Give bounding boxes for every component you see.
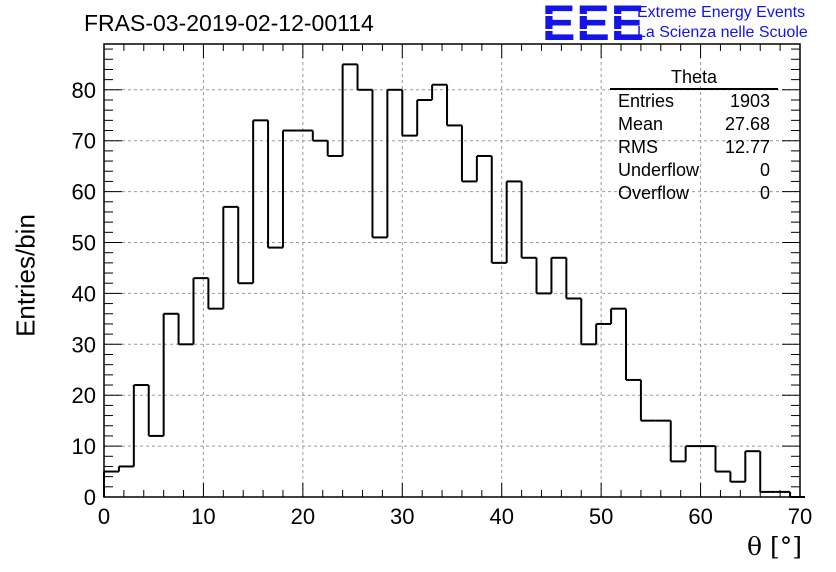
stats-value: 27.68 bbox=[724, 114, 770, 134]
histogram-bin bbox=[714, 446, 731, 473]
stats-value: 0 bbox=[759, 160, 770, 180]
x-tick-label: 20 bbox=[291, 504, 315, 529]
histogram-bin bbox=[535, 257, 552, 295]
histogram-bin bbox=[326, 140, 343, 157]
histogram-bin bbox=[595, 322, 612, 345]
histogram-bin bbox=[490, 155, 507, 264]
histogram-bin bbox=[356, 64, 373, 91]
y-tick-label: 40 bbox=[72, 281, 96, 306]
stats-row-entries: Entries 1903 bbox=[610, 90, 778, 113]
x-tick-label: 40 bbox=[489, 504, 513, 529]
histogram-bin bbox=[669, 420, 686, 463]
x-axis-label: θ [°] bbox=[746, 532, 802, 561]
histogram-bin bbox=[475, 154, 492, 182]
stats-label: RMS bbox=[618, 137, 658, 157]
histogram-bin bbox=[610, 307, 626, 324]
stats-label: Mean bbox=[618, 114, 664, 134]
y-tick-label: 50 bbox=[72, 231, 96, 256]
stats-title: Theta bbox=[610, 66, 778, 90]
histogram-bin bbox=[565, 257, 582, 300]
logo-stripe bbox=[542, 29, 646, 31]
histogram-bin bbox=[446, 84, 462, 127]
histogram-bin bbox=[281, 129, 298, 248]
histogram-bin bbox=[103, 470, 119, 497]
histogram-bin bbox=[401, 89, 418, 137]
histogram-bin bbox=[460, 125, 477, 183]
stats-label: Entries bbox=[618, 91, 675, 111]
x-tick-label: 70 bbox=[788, 504, 812, 529]
histogram-bin bbox=[639, 379, 656, 422]
histogram-bin bbox=[207, 278, 224, 310]
logo-line-2: La Scienza nelle Scuole bbox=[637, 24, 808, 41]
x-tick-label: 0 bbox=[98, 504, 110, 529]
axis-ticks bbox=[103, 44, 801, 498]
histogram-bin bbox=[431, 83, 448, 100]
histogram-bin bbox=[192, 277, 209, 345]
histogram-bin bbox=[386, 88, 403, 238]
histogram-bin bbox=[520, 181, 537, 259]
chart-title: FRAS-03-2019-02-12-00114 bbox=[84, 10, 374, 36]
stats-row-mean: Mean 27.68 bbox=[610, 113, 778, 136]
y-axis-label: Entries/bin bbox=[10, 214, 41, 337]
histogram-bin bbox=[117, 465, 134, 472]
histogram-bin bbox=[505, 180, 522, 263]
histogram-bin bbox=[162, 312, 179, 436]
histogram-bin bbox=[759, 451, 776, 493]
y-tick-label: 0 bbox=[84, 485, 96, 510]
histogram-bin bbox=[789, 491, 805, 498]
stats-row-underflow: Underflow 0 bbox=[610, 159, 778, 182]
y-tick-label: 20 bbox=[72, 383, 96, 408]
y-tick-label: 70 bbox=[72, 129, 96, 154]
stats-label: Overflow bbox=[618, 183, 690, 203]
stats-box: Theta Entries 1903 Mean 27.68 RMS 12.77 … bbox=[610, 66, 778, 205]
logo-line-1: Extreme Energy Events bbox=[637, 4, 806, 21]
histogram-bin bbox=[177, 313, 194, 346]
histogram-bin bbox=[222, 205, 239, 309]
histogram-bin bbox=[550, 256, 567, 294]
eee-logo-mark: EEE bbox=[542, 0, 646, 51]
histogram-bin bbox=[132, 384, 149, 467]
stats-value: 12.77 bbox=[724, 137, 770, 157]
histogram-bin bbox=[729, 471, 746, 483]
plot-frame bbox=[103, 43, 801, 498]
x-tick-label: 50 bbox=[589, 504, 613, 529]
axis-tick-labels: 0 10 20 30 40 50 60 70 0 10 20 30 40 50 60 70 80 bbox=[72, 78, 813, 529]
histogram-bars bbox=[103, 63, 805, 498]
histogram-bin bbox=[147, 385, 164, 437]
histogram-bin bbox=[237, 206, 254, 285]
y-tick-label: 80 bbox=[72, 78, 96, 103]
x-tick-label: 60 bbox=[688, 504, 712, 529]
eee-logo-text: EEE bbox=[542, 0, 646, 51]
logo-stripe bbox=[542, 14, 646, 16]
x-tick-label: 10 bbox=[191, 504, 215, 529]
histogram-bin bbox=[371, 89, 388, 239]
histogram-bin bbox=[311, 130, 328, 142]
stats-label: Underflow bbox=[618, 160, 700, 180]
histogram-bin bbox=[252, 119, 269, 284]
y-axis-label-wrap: Entries/bin bbox=[6, 180, 46, 380]
y-tick-label: 30 bbox=[72, 332, 96, 357]
histogram-bin bbox=[341, 63, 358, 156]
histogram-bin bbox=[416, 98, 433, 136]
histogram-bin bbox=[580, 298, 597, 346]
stats-row-overflow: Overflow 0 bbox=[610, 182, 778, 205]
histogram-bin bbox=[744, 450, 761, 482]
stats-value: 0 bbox=[759, 183, 770, 203]
histogram-bin bbox=[267, 120, 283, 249]
histogram-bin bbox=[625, 308, 641, 381]
stats-row-rms: RMS 12.77 bbox=[610, 136, 778, 159]
histogram-bin bbox=[684, 445, 701, 462]
grid-lines bbox=[104, 44, 800, 497]
y-tick-label: 10 bbox=[72, 434, 96, 459]
y-tick-label: 60 bbox=[72, 180, 96, 205]
x-tick-label: 30 bbox=[390, 504, 414, 529]
stats-value: 1903 bbox=[729, 91, 770, 111]
